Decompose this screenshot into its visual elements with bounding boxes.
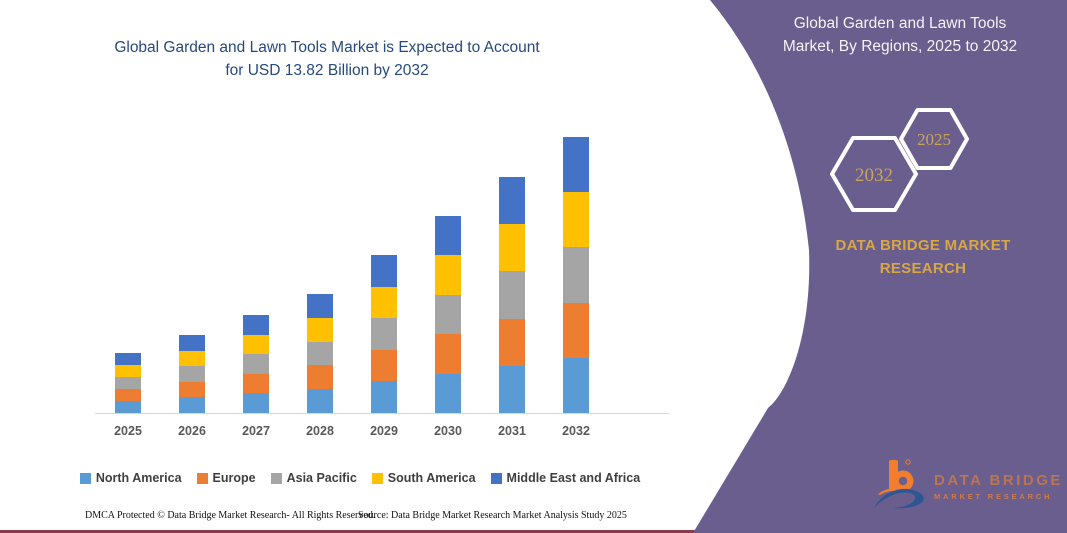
bar-segment <box>179 335 205 351</box>
stacked-bar-2026 <box>179 335 205 413</box>
bottom-accent-line <box>0 530 1067 533</box>
chart-title: Global Garden and Lawn Tools Market is E… <box>20 36 634 83</box>
bar-segment <box>307 365 333 390</box>
stacked-bar-2032 <box>563 137 589 413</box>
bar-segment <box>243 315 269 335</box>
bar-segment <box>563 247 589 303</box>
logo-title: DATA BRIDGE <box>934 472 1063 489</box>
bar-segment <box>307 294 333 318</box>
chart-title-line2: for USD 13.82 Billion by 2032 <box>225 62 429 80</box>
hexagon-2025-label: 2025 <box>917 130 951 149</box>
legend-label: Asia Pacific <box>286 471 357 485</box>
bar-segment <box>499 177 525 225</box>
x-axis-label: 2028 <box>306 424 334 438</box>
stacked-bar-2029 <box>371 255 397 413</box>
brand-line1: DATA BRIDGE MARKET <box>835 237 1011 254</box>
stacked-bar-2025 <box>115 353 141 413</box>
bar-segment <box>115 353 141 365</box>
x-axis-line <box>95 413 669 414</box>
legend-item: North America <box>79 471 182 485</box>
bar-segment <box>563 302 589 358</box>
bar-segment <box>435 334 461 374</box>
legend-swatch <box>371 472 383 484</box>
brand-wordmark: DATA BRIDGE MARKET RESEARCH <box>795 234 1051 281</box>
bar-segment <box>499 224 525 272</box>
brand-line2: RESEARCH <box>879 260 967 278</box>
legend-label: South America <box>387 471 476 485</box>
bar-segment <box>371 286 397 319</box>
hexagon-2032-label: 2032 <box>855 165 893 186</box>
bar-segment <box>371 349 397 382</box>
bar-segment <box>243 373 269 394</box>
bar-segment <box>179 366 205 382</box>
panel-header-line2: Market, By Regions, 2025 to 2032 <box>782 38 1018 56</box>
panel-header: Global Garden and Lawn Tools Market, By … <box>740 12 1060 59</box>
source-text: Source: Data Bridge Market Research Mark… <box>358 510 627 521</box>
bar-segment <box>435 294 461 335</box>
bar-segment <box>243 354 269 374</box>
stacked-bar-2030 <box>435 216 461 413</box>
bar-segment <box>115 365 141 377</box>
bar-segment <box>179 350 205 367</box>
bar-segment <box>563 192 589 248</box>
dmca-text: DMCA Protected © Data Bridge Market Rese… <box>85 510 376 521</box>
bar-segment <box>115 377 141 389</box>
legend-label: Europe <box>212 471 256 485</box>
bar-segment <box>499 318 525 366</box>
bar-segment <box>371 318 397 350</box>
year-hexagons: 2032 2025 <box>830 108 969 212</box>
logo-bd-icon <box>874 459 924 509</box>
chart-title-line1: Global Garden and Lawn Tools Market is E… <box>114 39 540 56</box>
x-axis-label: 2032 <box>562 424 590 438</box>
stacked-bar-2027 <box>243 315 269 413</box>
bar-segment <box>307 341 333 366</box>
x-axis-label: 2025 <box>114 424 142 438</box>
bar-segment <box>499 271 525 319</box>
x-axis-label: 2031 <box>498 424 526 438</box>
bar-segment <box>307 389 333 413</box>
legend-item: Europe <box>196 471 256 485</box>
bar-segment <box>563 357 589 413</box>
legend-item: Middle East and Africa <box>490 471 641 485</box>
x-axis-labels: 2025 2026 2027 2028 2029 2030 2031 2032 <box>95 424 669 442</box>
bar-segment <box>115 389 141 401</box>
legend-swatch <box>270 472 282 484</box>
legend-swatch <box>79 472 91 484</box>
bar-segment <box>179 381 205 398</box>
legend-item: South America <box>371 471 476 485</box>
bar-segment <box>435 373 461 413</box>
legend-label: North America <box>95 471 182 485</box>
bar-segment <box>307 317 333 342</box>
data-bridge-logo: DATA BRIDGE MARKET RESEARCH <box>872 458 1063 514</box>
bar-segment <box>435 216 461 256</box>
stacked-bar-2028 <box>307 294 333 413</box>
x-axis-label: 2027 <box>242 424 270 438</box>
logo-texts: DATA BRIDGE MARKET RESEARCH <box>934 472 1063 501</box>
legend-swatch <box>490 472 502 484</box>
legend-item: Asia Pacific <box>270 471 357 485</box>
bar-segment <box>115 401 141 413</box>
bar-segment <box>499 365 525 413</box>
bar-segment <box>243 393 269 413</box>
x-axis-label: 2026 <box>178 424 206 438</box>
legend-swatch <box>196 472 208 484</box>
x-axis-label: 2030 <box>434 424 462 438</box>
chart-plot <box>95 120 669 413</box>
logo-subtitle: MARKET RESEARCH <box>934 492 1053 501</box>
chart-legend: North America Europe Asia Pacific South Ame… <box>40 471 680 485</box>
bar-segment <box>371 381 397 413</box>
legend-label: Middle East and Africa <box>506 471 641 485</box>
bar-segment <box>243 334 269 355</box>
bar-segment <box>435 255 461 295</box>
bar-segment <box>371 255 397 287</box>
x-axis-label: 2029 <box>370 424 398 438</box>
bar-segment <box>179 397 205 413</box>
bar-segment <box>563 137 589 193</box>
panel-header-line1: Global Garden and Lawn Tools <box>793 15 1007 32</box>
stacked-bar-2031 <box>499 177 525 413</box>
